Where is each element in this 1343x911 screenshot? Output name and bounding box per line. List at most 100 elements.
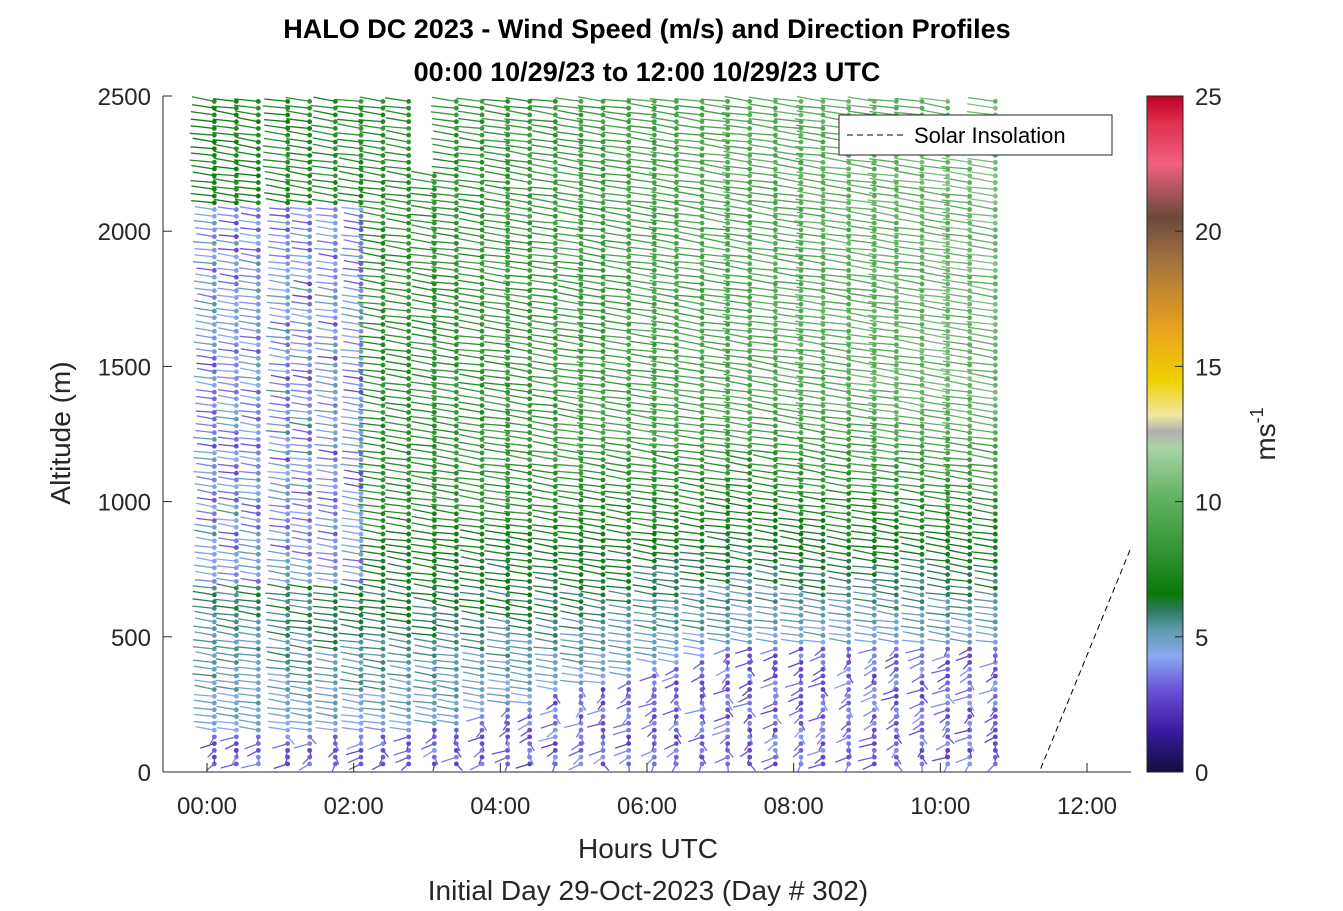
wind-barb-dot bbox=[285, 186, 291, 192]
wind-barb-staff bbox=[530, 504, 556, 508]
wind-barb-staff bbox=[530, 260, 556, 265]
wind-barb-staff bbox=[288, 416, 310, 420]
wind-barb-dot bbox=[798, 369, 804, 375]
wind-barb-dot bbox=[285, 234, 291, 240]
wind-barb-staff bbox=[505, 163, 530, 170]
wind-barb-staff bbox=[195, 422, 215, 427]
wind-barb-dot bbox=[725, 504, 731, 510]
wind-barb-dot bbox=[406, 578, 412, 584]
wind-barb-dot bbox=[307, 565, 313, 571]
wind-barb-dot bbox=[285, 437, 291, 442]
wind-barb-dot bbox=[380, 186, 386, 192]
wind-barb-staff bbox=[555, 428, 582, 434]
wind-barb-dot bbox=[358, 288, 364, 294]
wind-barb-staff bbox=[412, 562, 435, 569]
wind-barb-staff bbox=[358, 428, 384, 434]
wind-barb-dot bbox=[307, 653, 313, 659]
wind-barb-dot bbox=[725, 754, 731, 760]
wind-barb-staff bbox=[505, 523, 530, 528]
wind-barb-dot bbox=[479, 240, 485, 246]
wind-barb-staff bbox=[216, 294, 237, 299]
wind-barb-dot bbox=[578, 612, 584, 618]
wind-barb-dot bbox=[505, 139, 511, 145]
wind-barb-dot bbox=[307, 666, 313, 672]
wind-barb-dot bbox=[527, 531, 533, 537]
wind-barb-staff bbox=[485, 611, 508, 616]
wind-barb-dot bbox=[725, 639, 731, 645]
wind-barb-dot bbox=[552, 254, 558, 260]
wind-barb-dot bbox=[358, 592, 364, 598]
wind-barb-dot bbox=[358, 511, 364, 517]
wind-barb-staff bbox=[341, 313, 362, 319]
wind-barb-dot bbox=[600, 504, 606, 510]
wind-barb-staff bbox=[534, 589, 556, 596]
wind-barb-dot bbox=[431, 437, 437, 442]
wind-barb-dot bbox=[772, 558, 778, 564]
wind-barb-dot bbox=[747, 524, 753, 530]
wind-barb-dot bbox=[358, 234, 364, 240]
wind-barb-dot bbox=[380, 734, 386, 740]
wind-barb-dot bbox=[211, 362, 217, 368]
wind-barb-dot bbox=[552, 416, 558, 422]
wind-barb-dot bbox=[552, 700, 558, 706]
wind-barb-staff bbox=[531, 495, 556, 501]
wind-barb-dot bbox=[285, 727, 291, 733]
wind-barb-dot bbox=[600, 342, 606, 348]
wind-barb-dot bbox=[332, 220, 338, 226]
wind-barb-dot bbox=[233, 220, 239, 226]
wind-barb-dot bbox=[406, 585, 412, 591]
wind-barb-staff bbox=[336, 118, 362, 123]
wind-barb-dot bbox=[673, 409, 679, 415]
wind-barb-staff bbox=[433, 345, 457, 353]
wind-barb-dot bbox=[255, 633, 261, 638]
wind-barb-staff bbox=[239, 470, 259, 474]
wind-barb-dot bbox=[725, 578, 731, 584]
wind-barb-dot bbox=[626, 376, 632, 381]
wind-barb-dot bbox=[626, 754, 632, 760]
wind-barb-dot bbox=[725, 673, 731, 679]
wind-barb-staff bbox=[360, 373, 384, 380]
wind-barb-dot bbox=[380, 268, 386, 273]
wind-barb-dot bbox=[332, 727, 338, 733]
wind-barb-dot bbox=[578, 301, 584, 307]
wind-barb-dot bbox=[332, 497, 338, 503]
wind-barb-staff bbox=[509, 665, 530, 670]
wind-barb-dot bbox=[285, 450, 291, 456]
wind-barb-dot bbox=[600, 734, 606, 740]
wind-barb-staff bbox=[458, 184, 483, 190]
wind-barb-dot bbox=[453, 606, 459, 611]
wind-barb-staff bbox=[361, 672, 384, 677]
wind-barb-staff bbox=[215, 658, 237, 664]
wind-barb-dot bbox=[552, 99, 558, 104]
wind-barb-dot bbox=[725, 423, 731, 429]
wind-barb-dot bbox=[332, 660, 338, 665]
wind-barb-staff bbox=[359, 536, 384, 542]
wind-barb-dot bbox=[772, 551, 778, 557]
wind-barb-staff bbox=[315, 422, 336, 427]
wind-barb-staff bbox=[217, 389, 237, 393]
wind-barb-dot bbox=[747, 328, 753, 334]
wind-barb-dot bbox=[552, 389, 558, 395]
wind-barb-dot bbox=[699, 308, 705, 314]
wind-barb-dot bbox=[552, 403, 558, 409]
wind-barb-dot bbox=[552, 295, 558, 300]
wind-barb-staff bbox=[197, 442, 215, 447]
wind-barb-dot bbox=[673, 369, 679, 375]
wind-barb-staff bbox=[561, 672, 582, 677]
wind-barb-dot bbox=[578, 531, 584, 537]
wind-barb-dot bbox=[626, 105, 632, 111]
wind-barb-staff bbox=[529, 105, 556, 109]
wind-barb-dot bbox=[600, 518, 606, 523]
wind-barb-dot bbox=[479, 470, 485, 476]
wind-barb-staff bbox=[504, 252, 530, 258]
wind-barb-staff bbox=[563, 722, 582, 729]
wind-barb-staff bbox=[338, 687, 362, 691]
wind-barb-dot bbox=[233, 545, 239, 550]
wind-barb-staff bbox=[554, 463, 582, 468]
wind-barb-staff bbox=[357, 186, 384, 190]
wind-barb-dot bbox=[479, 105, 485, 111]
wind-barb-staff bbox=[506, 551, 530, 555]
wind-barb-staff bbox=[192, 605, 215, 610]
wind-barb-dot bbox=[552, 464, 558, 469]
wind-barb-staff bbox=[387, 652, 409, 657]
